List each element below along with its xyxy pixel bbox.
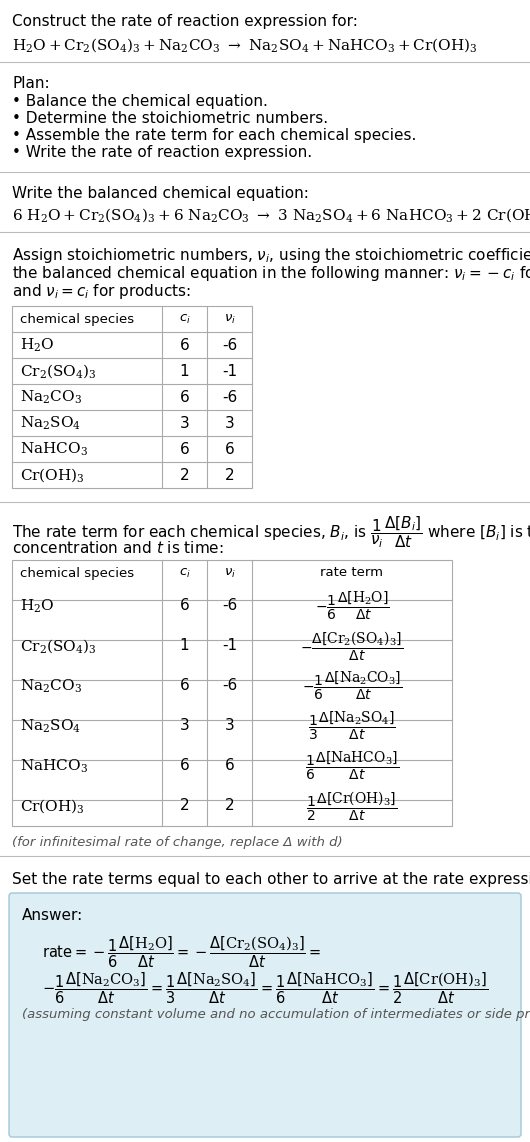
Text: • Write the rate of reaction expression.: • Write the rate of reaction expression.	[12, 145, 312, 160]
Text: $\mathregular{Na_2SO_4}$: $\mathregular{Na_2SO_4}$	[20, 415, 81, 432]
Text: $\mathregular{Cr(OH)_3}$: $\mathregular{Cr(OH)_3}$	[20, 797, 85, 815]
Text: 2: 2	[225, 798, 234, 813]
Text: $-\dfrac{1}{6}\dfrac{\Delta[\mathregular{H_2O}]}{\Delta t}$: $-\dfrac{1}{6}\dfrac{\Delta[\mathregular…	[315, 589, 390, 622]
Text: 1: 1	[180, 638, 189, 653]
Text: $\mathregular{Na_2CO_3}$: $\mathregular{Na_2CO_3}$	[20, 677, 82, 694]
Text: -6: -6	[222, 389, 237, 404]
Text: • Balance the chemical equation.: • Balance the chemical equation.	[12, 94, 268, 108]
Text: -6: -6	[222, 678, 237, 693]
Text: The rate term for each chemical species, $B_i$, is $\dfrac{1}{\nu_i}\dfrac{\Delt: The rate term for each chemical species,…	[12, 514, 530, 549]
Text: 6: 6	[225, 758, 234, 773]
Text: • Assemble the rate term for each chemical species.: • Assemble the rate term for each chemic…	[12, 128, 417, 143]
Text: Set the rate terms equal to each other to arrive at the rate expression:: Set the rate terms equal to each other t…	[12, 872, 530, 887]
Text: (assuming constant volume and no accumulation of intermediates or side products): (assuming constant volume and no accumul…	[22, 1008, 530, 1021]
Text: 2: 2	[180, 798, 189, 813]
Text: 3: 3	[180, 416, 189, 431]
Text: • Determine the stoichiometric numbers.: • Determine the stoichiometric numbers.	[12, 111, 328, 126]
Text: and $\nu_i = c_i$ for products:: and $\nu_i = c_i$ for products:	[12, 282, 191, 301]
Text: $\mathregular{H_2O + Cr_2(SO_4)_3 + Na_2CO_3}$$\mathregular{\ \rightarrow\ Na_2S: $\mathregular{H_2O + Cr_2(SO_4)_3 + Na_2…	[12, 37, 478, 54]
Text: 6: 6	[225, 442, 234, 457]
Text: Write the balanced chemical equation:: Write the balanced chemical equation:	[12, 186, 309, 201]
Bar	[12, 560, 452, 826]
Text: $c_i$: $c_i$	[179, 566, 190, 579]
Text: Plan:: Plan:	[12, 77, 50, 91]
Text: the balanced chemical equation in the following manner: $\nu_i = -c_i$ for react: the balanced chemical equation in the fo…	[12, 264, 530, 283]
Text: $\dfrac{1}{2}\dfrac{\Delta[\mathregular{Cr(OH)_3}]}{\Delta t}$: $\dfrac{1}{2}\dfrac{\Delta[\mathregular{…	[306, 789, 398, 822]
Text: $\mathregular{Cr(OH)_3}$: $\mathregular{Cr(OH)_3}$	[20, 466, 85, 484]
Text: 6: 6	[180, 758, 189, 773]
Text: $-\dfrac{\Delta[\mathregular{Cr_2(SO_4)_3}]}{\Delta t}$: $-\dfrac{\Delta[\mathregular{Cr_2(SO_4)_…	[301, 629, 403, 662]
Text: $\mathregular{Na_2SO_4}$: $\mathregular{Na_2SO_4}$	[20, 717, 81, 734]
Text: Construct the rate of reaction expression for:: Construct the rate of reaction expressio…	[12, 14, 358, 29]
Text: 6: 6	[180, 389, 189, 404]
Text: $\nu_i$: $\nu_i$	[224, 566, 235, 579]
Text: $\mathrm{rate} = -\dfrac{1}{6}\dfrac{\Delta[\mathregular{H_2O}]}{\Delta t} = -\d: $\mathrm{rate} = -\dfrac{1}{6}\dfrac{\De…	[42, 934, 321, 970]
Text: concentration and $t$ is time:: concentration and $t$ is time:	[12, 540, 224, 556]
Text: 2: 2	[225, 467, 234, 483]
Text: $\mathregular{6\ H_2O + Cr_2(SO_4)_3 + 6\ Na_2CO_3}$$\mathregular{\ \rightarrow\: $\mathregular{6\ H_2O + Cr_2(SO_4)_3 + 6…	[12, 206, 530, 224]
Text: 6: 6	[180, 598, 189, 613]
Text: -6: -6	[222, 338, 237, 353]
Text: $\mathregular{Na_2CO_3}$: $\mathregular{Na_2CO_3}$	[20, 388, 82, 405]
Text: 1: 1	[180, 363, 189, 378]
Text: $\dfrac{1}{6}\dfrac{\Delta[\mathregular{NaHCO_3}]}{\Delta t}$: $\dfrac{1}{6}\dfrac{\Delta[\mathregular{…	[305, 750, 399, 782]
Text: $\mathregular{Cr_2(SO_4)_3}$: $\mathregular{Cr_2(SO_4)_3}$	[20, 362, 96, 380]
Text: $-\dfrac{1}{6}\dfrac{\Delta[\mathregular{Na_2CO_3}]}{\Delta t} = \dfrac{1}{3}\df: $-\dfrac{1}{6}\dfrac{\Delta[\mathregular…	[42, 970, 488, 1006]
Text: $\mathregular{Cr_2(SO_4)_3}$: $\mathregular{Cr_2(SO_4)_3}$	[20, 637, 96, 654]
Text: 2: 2	[180, 467, 189, 483]
Text: -1: -1	[222, 638, 237, 653]
Text: rate term: rate term	[321, 566, 384, 579]
Text: 3: 3	[180, 718, 189, 733]
Text: 6: 6	[180, 442, 189, 457]
Text: $\mathregular{H_2O}$: $\mathregular{H_2O}$	[20, 336, 55, 354]
Text: 3: 3	[225, 718, 234, 733]
Text: $c_i$: $c_i$	[179, 313, 190, 325]
Text: (for infinitesimal rate of change, replace Δ with d): (for infinitesimal rate of change, repla…	[12, 836, 342, 849]
Text: $\dfrac{1}{3}\dfrac{\Delta[\mathregular{Na_2SO_4}]}{\Delta t}$: $\dfrac{1}{3}\dfrac{\Delta[\mathregular{…	[308, 710, 396, 742]
Text: $-\dfrac{1}{6}\dfrac{\Delta[\mathregular{Na_2CO_3}]}{\Delta t}$: $-\dfrac{1}{6}\dfrac{\Delta[\mathregular…	[302, 670, 402, 702]
Text: chemical species: chemical species	[20, 313, 134, 325]
Text: -1: -1	[222, 363, 237, 378]
Text: $\mathregular{NaHCO_3}$: $\mathregular{NaHCO_3}$	[20, 757, 88, 774]
Text: $\nu_i$: $\nu_i$	[224, 313, 235, 325]
Bar	[12, 306, 252, 488]
FancyBboxPatch shape	[9, 893, 521, 1137]
Text: $\mathregular{NaHCO_3}$: $\mathregular{NaHCO_3}$	[20, 441, 88, 458]
Text: Assign stoichiometric numbers, $\nu_i$, using the stoichiometric coefficients, $: Assign stoichiometric numbers, $\nu_i$, …	[12, 246, 530, 265]
Text: chemical species: chemical species	[20, 566, 134, 579]
Text: 6: 6	[180, 678, 189, 693]
Text: 6: 6	[180, 338, 189, 353]
Text: $\mathregular{H_2O}$: $\mathregular{H_2O}$	[20, 597, 55, 614]
Text: -6: -6	[222, 598, 237, 613]
Text: 3: 3	[225, 416, 234, 431]
Text: Answer:: Answer:	[22, 908, 83, 923]
